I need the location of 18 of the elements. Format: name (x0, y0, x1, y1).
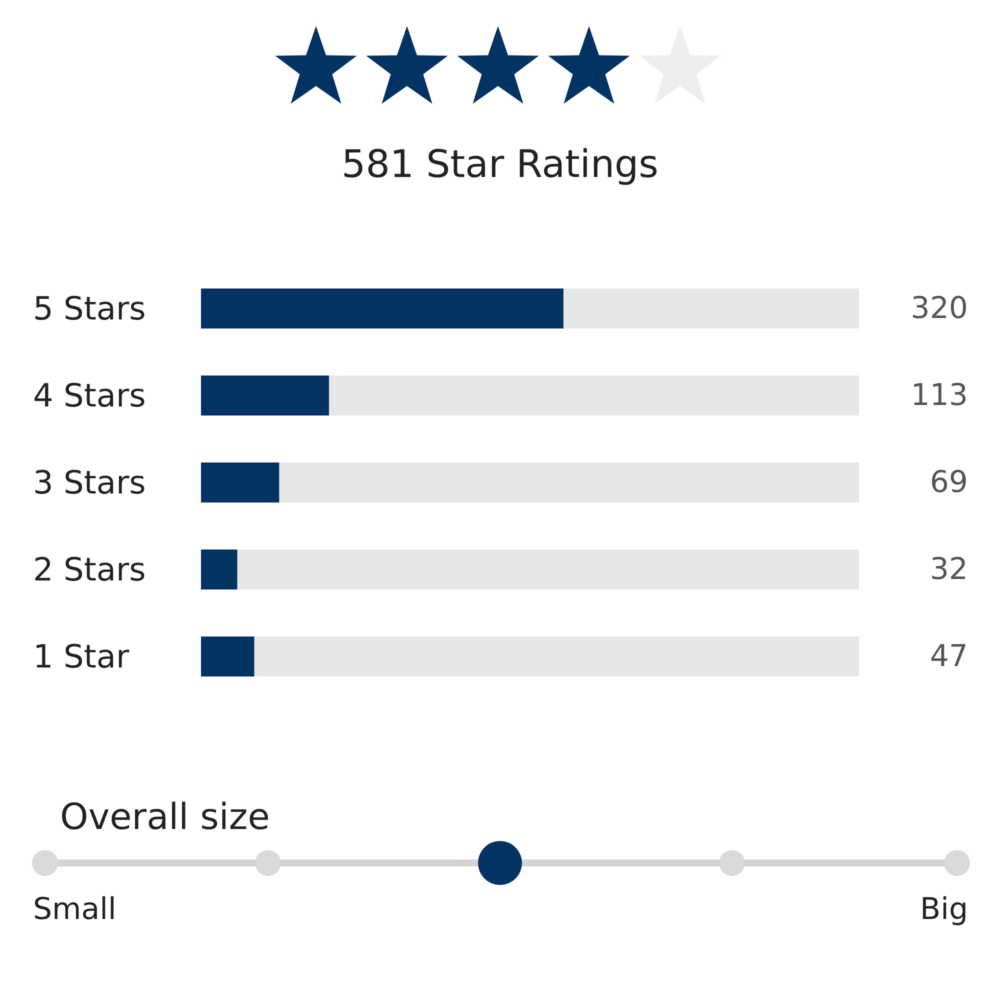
y-tick-label: 2 Stars (33, 550, 146, 588)
bar (201, 462, 280, 502)
y-tick-label: 4 Stars (33, 376, 146, 414)
bar (201, 376, 329, 416)
data-label: 113 (910, 378, 968, 413)
bar (201, 636, 254, 676)
y-tick-label: 1 Star (33, 638, 130, 676)
text: Big (920, 892, 968, 927)
data-label: 320 (910, 291, 968, 326)
y-tick-label: 3 Stars (33, 464, 146, 502)
data-label: 69 (930, 465, 968, 500)
bar (201, 550, 238, 590)
data-label: 47 (930, 639, 968, 674)
data-label: 32 (930, 552, 968, 587)
text: Overall size (60, 797, 270, 838)
y-tick-label: 5 Stars (33, 290, 146, 328)
chart-title: 581 Star Ratings (342, 142, 658, 186)
text: Small (33, 892, 116, 927)
